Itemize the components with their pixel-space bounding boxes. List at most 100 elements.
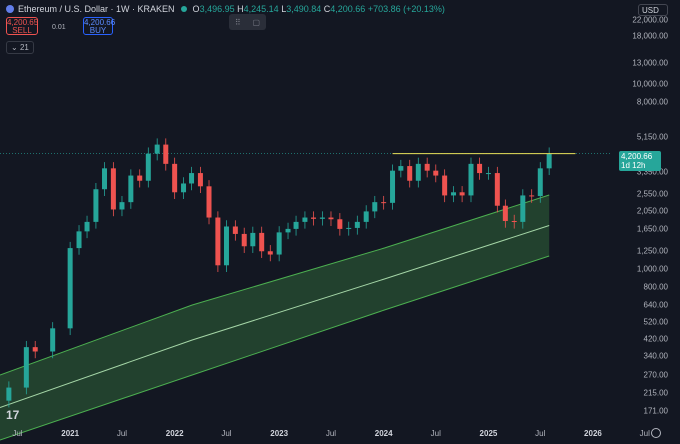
candle-body [137,175,143,181]
candle-body [485,173,491,175]
time-tick-label: 2023 [270,429,289,438]
candle-body [154,144,160,154]
candle-body [337,219,343,229]
candle-body [546,153,552,169]
candle-body [328,217,334,220]
low-label: L [281,4,287,14]
chevron-down-icon: ⌄ [11,43,18,52]
price-tick-label: 1,000.00 [636,264,668,274]
candle-body [520,195,526,222]
candle-body [110,168,116,210]
candle-body [390,170,396,203]
price-tick-label: 10,000.00 [632,79,668,89]
candle-body [451,192,457,196]
candle-body [223,226,229,266]
ohlc-values: O3,496.95 H4,245.14 L3,490.84 C4,200.66 … [193,4,445,14]
close-label: C [323,4,331,14]
buy-button[interactable]: 4,200.66 BUY [83,17,116,35]
price-tick-label: 340.00 [643,351,668,361]
drag-handle-icon[interactable]: ⠿ [234,17,241,27]
candle-body [206,186,212,218]
candle-body [372,202,378,212]
candle-body [354,221,360,228]
layout-icon[interactable]: ▢ [252,17,261,27]
candle-body [259,232,265,252]
price-tick-label: 5,150.00 [636,132,668,142]
ethereum-icon [6,5,14,13]
candle-body [502,205,508,221]
gear-icon[interactable] [651,428,661,438]
time-tick-label: Jul [221,429,232,438]
price-tick-label: 22,000.00 [632,15,668,25]
tradingview-logo[interactable]: 17 [6,408,20,422]
candle-body [181,183,187,193]
buy-label: BUY [89,26,107,35]
candle-body [163,144,169,164]
price-tick-label: 270.00 [643,370,668,380]
indicator-toggle[interactable]: ⌄ 21 [6,41,34,54]
price-tick-label: 640.00 [643,300,668,310]
price-tick-label: 8,000.00 [636,97,668,107]
candle-body [250,232,256,247]
time-tick-label: 2022 [165,429,184,438]
candle-body [276,232,282,255]
candle-body [537,168,543,197]
buy-price: 4,200.66 [84,18,116,27]
time-axis[interactable]: Jul 2021 Jul 2022 Jul 2023 Jul 2024 Jul 2025 Jul 20… [0,424,680,444]
market-status-icon [180,6,187,12]
high-label: H [237,4,244,14]
candle-body [172,163,178,193]
price-tick-label: 1,650.00 [636,224,668,234]
candle-body [215,217,221,266]
time-tick-label: Jul [325,429,337,438]
price-tick-label: 520.00 [643,317,668,327]
close-value: 4,200.66 [330,4,366,14]
spread-value: 0.01 [52,24,66,31]
candle-body [494,173,500,206]
candle-body [398,166,404,171]
candle-body [468,163,474,196]
sell-button[interactable]: 4,200.65 SELL [6,17,38,35]
change-value: +703.86 (+20.13%) [367,4,445,14]
candle-body [381,202,387,204]
price-tick-label: 13,000.00 [632,58,668,68]
price-tick-label: 171.00 [643,406,668,416]
symbol-info[interactable]: Ethereum / U.S. Dollar · 1W · KRAKEN [6,4,175,14]
price-tick-label: 3,350.00 [636,167,668,177]
candle-body [529,195,535,197]
price-axis[interactable]: 22,000.00 18,000.00 13,000.00 10,000.00 8,00… [600,0,680,444]
candle-body [241,233,247,247]
candle-body [145,153,151,181]
candle-body [102,168,108,190]
price-tick-label: 2,050.00 [636,206,668,216]
price-tick-label: 420.00 [643,334,668,344]
candle-body [267,251,273,255]
candle-body [407,166,413,181]
time-tick-label: 2026 [584,429,602,438]
currency-selector[interactable]: USD [638,4,668,16]
candle-body [84,221,90,232]
bar-countdown: 1d 12h [621,161,646,170]
candle-body [319,217,325,219]
sell-price: 4,200.65 [7,18,39,27]
candle-body [67,248,73,329]
candle-body [477,163,483,174]
floating-toolbar[interactable]: ⠿ ▢ [229,14,266,30]
time-tick-label: Jul [12,429,23,438]
time-tick-label: Jul [116,429,128,438]
candle-body [119,202,125,210]
band-upper-line [0,194,550,376]
candle-body [128,175,134,203]
last-price-tag: 4,200.66 1d 12h [619,151,661,171]
candle-body [189,173,195,184]
low-value: 3,490.84 [286,4,322,14]
open-value: 3,496.95 [199,4,235,14]
candle-body [285,228,291,233]
candle-body [50,328,56,352]
candle-body [293,221,299,229]
time-tick-label: Jul [639,429,650,438]
price-tick-label: 1,250.00 [636,246,668,256]
time-tick-label: 2025 [479,429,498,438]
